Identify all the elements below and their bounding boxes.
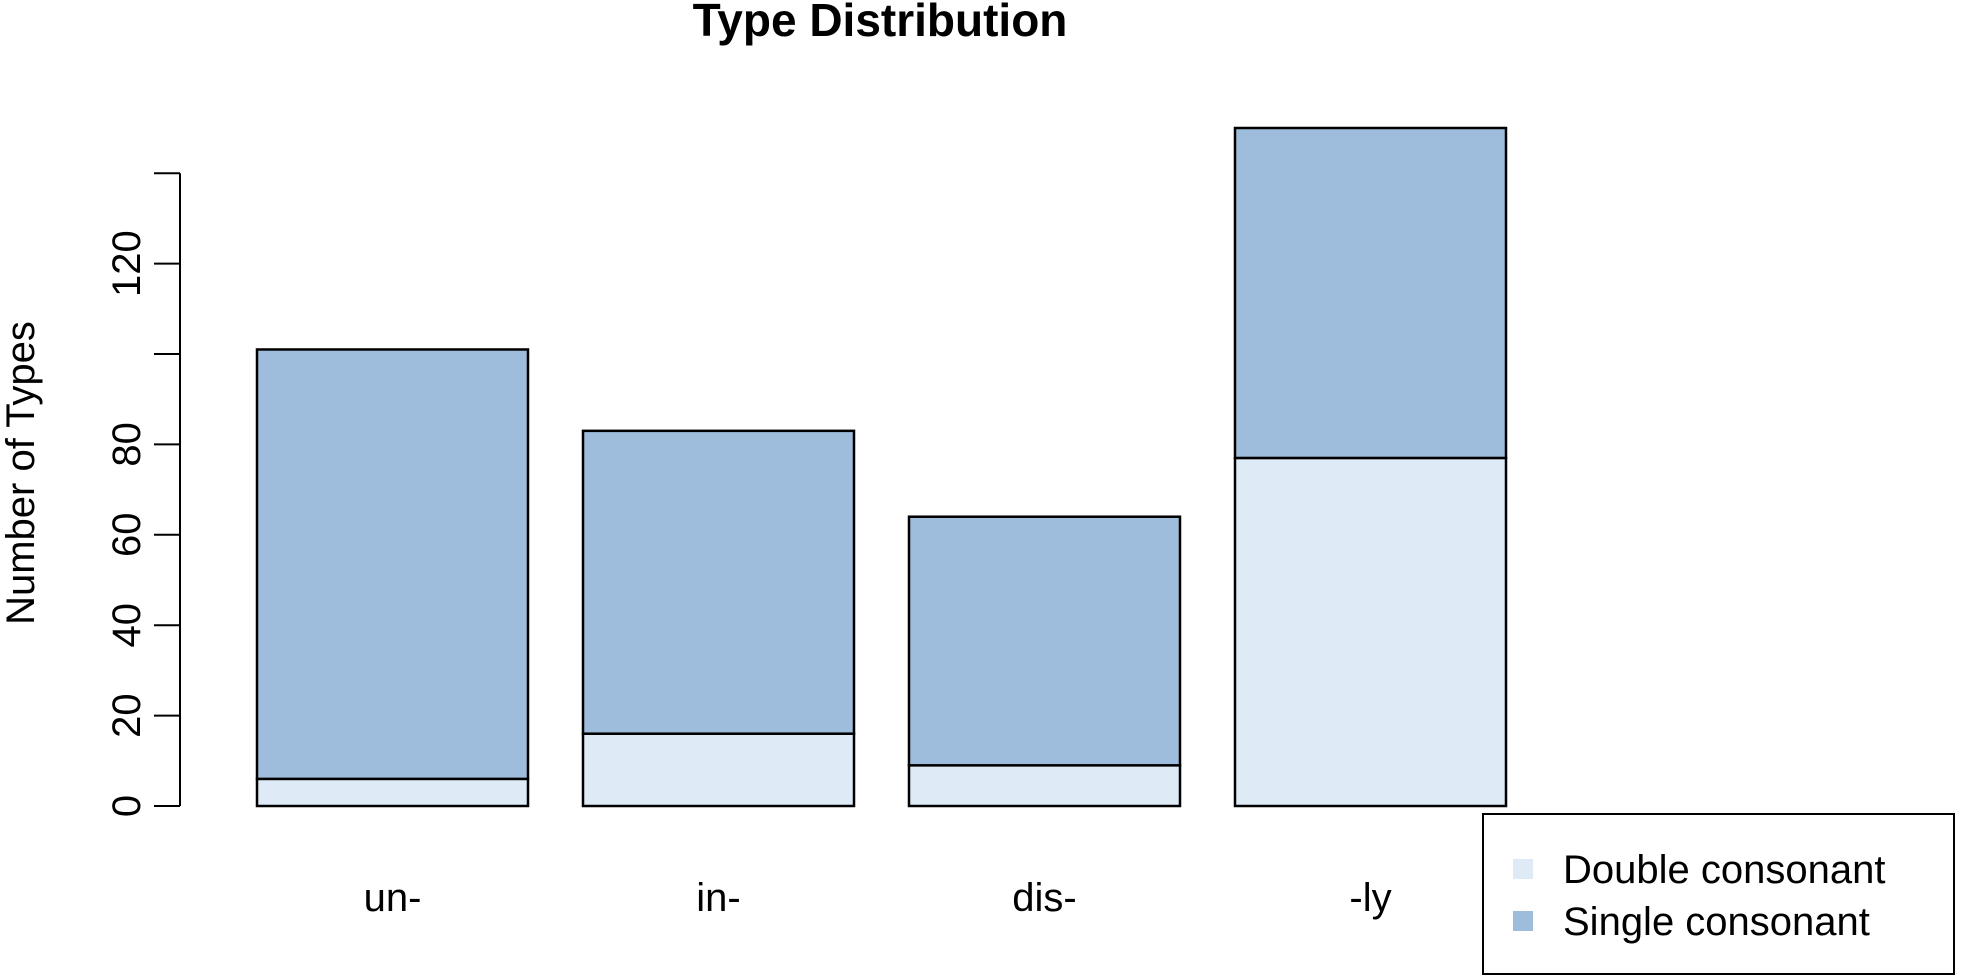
bar-segment-single [581, 429, 856, 735]
x-tick-label: in- [696, 876, 740, 920]
y-tick-label: 80 [105, 422, 149, 467]
bars [255, 126, 1508, 808]
legend-box [1482, 813, 1955, 975]
y-tick-label: 40 [105, 603, 149, 648]
y-tick-label: 120 [105, 230, 149, 297]
chart-title: Type Distribution [693, 0, 1068, 46]
legend-label: Double consonant [1563, 848, 1885, 892]
x-tick-label: dis- [1012, 876, 1076, 920]
bar-segment-single [907, 515, 1182, 767]
bar-segment-double [1233, 456, 1508, 808]
legend-swatch [1513, 859, 1533, 879]
x-tick-label: un- [364, 876, 422, 920]
bar-segment-single [255, 348, 530, 781]
bar-segment-single [1233, 126, 1508, 460]
bar-segment-double [581, 732, 856, 808]
y-axis: 0 20 40 60 80 120 [105, 172, 181, 817]
y-tick-label: 0 [105, 795, 149, 817]
legend: Double consonant Single consonant [1482, 813, 1955, 975]
x-axis-labels: un-in-dis- -ly [364, 876, 1392, 920]
legend-swatch [1513, 911, 1533, 931]
legend-label: Single consonant [1563, 900, 1870, 944]
bar-segment-double [907, 764, 1182, 808]
x-tick-label: -ly [1349, 876, 1391, 920]
bar-segment-double [255, 777, 530, 808]
y-tick-label: 60 [105, 513, 149, 558]
y-axis-label: Number of Types [0, 321, 43, 625]
y-tick-label: 20 [105, 693, 149, 738]
